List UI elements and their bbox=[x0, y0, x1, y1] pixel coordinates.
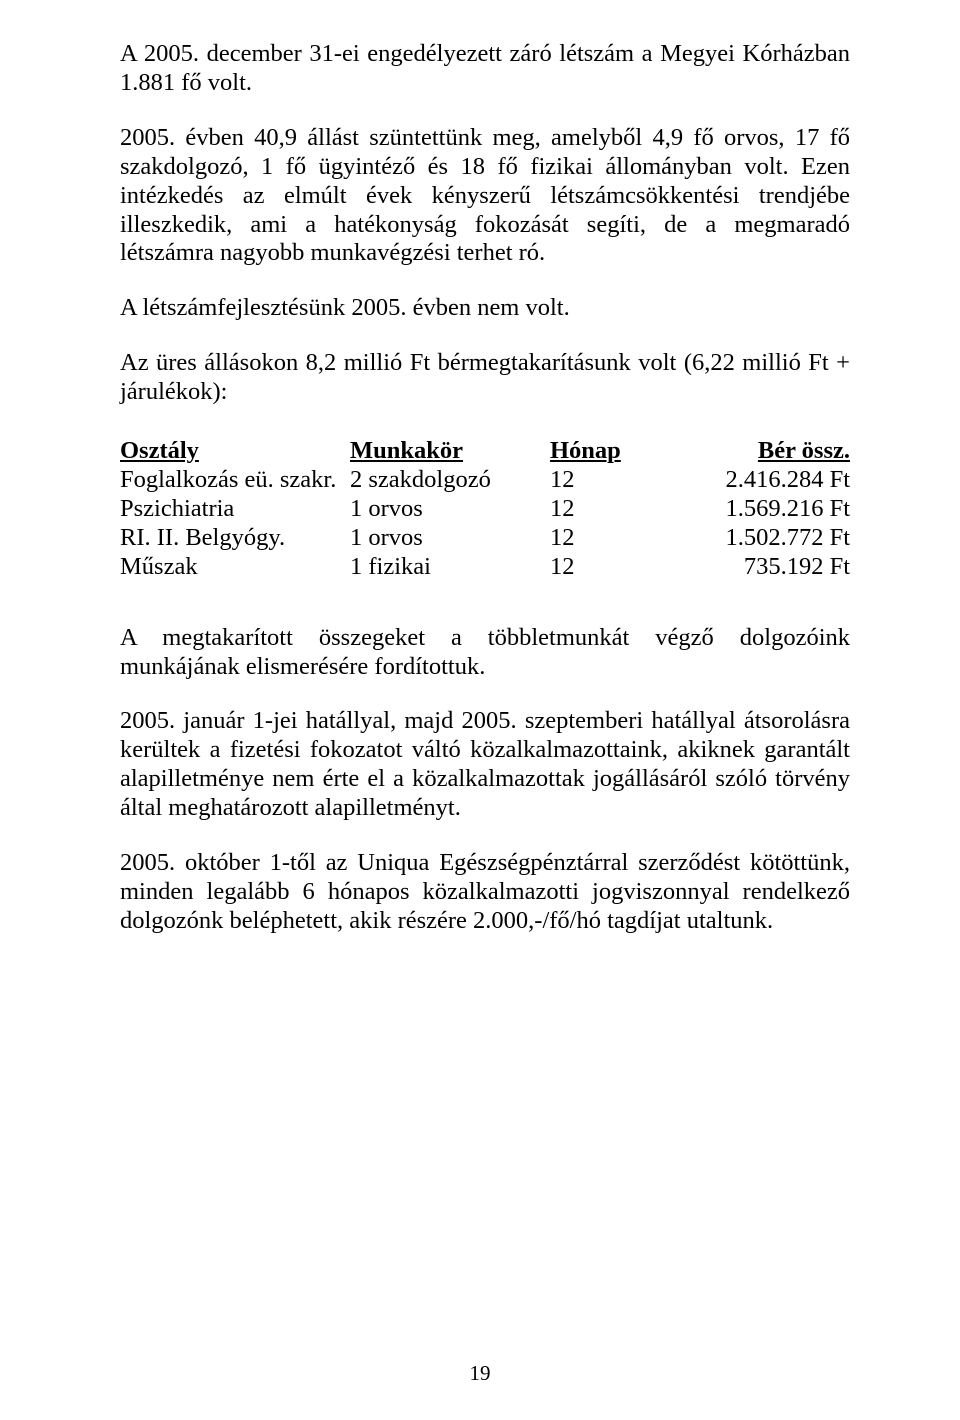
paragraph: A létszámfejlesztésünk 2005. évben nem v… bbox=[120, 294, 850, 323]
cell: 2.416.284 Ft bbox=[630, 466, 850, 495]
cell: 12 bbox=[550, 466, 630, 495]
cell: 1.502.772 Ft bbox=[630, 524, 850, 553]
col-osztaly: Osztály bbox=[120, 437, 350, 466]
cell: Pszichiatria bbox=[120, 495, 350, 524]
paragraph: 2005. évben 40,9 állást szüntettünk meg,… bbox=[120, 124, 850, 269]
cell: 1 orvos bbox=[350, 495, 550, 524]
paragraph: A 2005. december 31-ei engedélyezett zár… bbox=[120, 40, 850, 98]
cell: Foglalkozás eü. szakr. bbox=[120, 466, 350, 495]
cell: Műszak bbox=[120, 553, 350, 582]
cell: 12 bbox=[550, 553, 630, 582]
cell: 735.192 Ft bbox=[630, 553, 850, 582]
page-number: 19 bbox=[0, 1361, 960, 1386]
cell: RI. II. Belgyógy. bbox=[120, 524, 350, 553]
col-honap: Hónap bbox=[550, 437, 630, 466]
document-page: A 2005. december 31-ei engedélyezett zár… bbox=[0, 0, 960, 1420]
table-row: RI. II. Belgyógy. 1 orvos 12 1.502.772 F… bbox=[120, 524, 850, 553]
paragraph: A megtakarított összegeket a többletmunk… bbox=[120, 624, 850, 682]
cell: 12 bbox=[550, 495, 630, 524]
col-ber: Bér össz. bbox=[630, 437, 850, 466]
cell: 1.569.216 Ft bbox=[630, 495, 850, 524]
table-row: Műszak 1 fizikai 12 735.192 Ft bbox=[120, 553, 850, 582]
paragraph: Az üres állásokon 8,2 millió Ft bérmegta… bbox=[120, 349, 850, 407]
table-header-row: Osztály Munkakör Hónap Bér össz. bbox=[120, 437, 850, 466]
paragraph: 2005. január 1-jei hatállyal, majd 2005.… bbox=[120, 707, 850, 823]
cell: 12 bbox=[550, 524, 630, 553]
table-row: Pszichiatria 1 orvos 12 1.569.216 Ft bbox=[120, 495, 850, 524]
col-munkakor: Munkakör bbox=[350, 437, 550, 466]
cell: 1 fizikai bbox=[350, 553, 550, 582]
cell: 2 szakdolgozó bbox=[350, 466, 550, 495]
table-row: Foglalkozás eü. szakr. 2 szakdolgozó 12 … bbox=[120, 466, 850, 495]
paragraph: 2005. október 1-től az Uniqua Egészségpé… bbox=[120, 849, 850, 936]
cell: 1 orvos bbox=[350, 524, 550, 553]
savings-table: Osztály Munkakör Hónap Bér össz. Foglalk… bbox=[120, 437, 850, 582]
